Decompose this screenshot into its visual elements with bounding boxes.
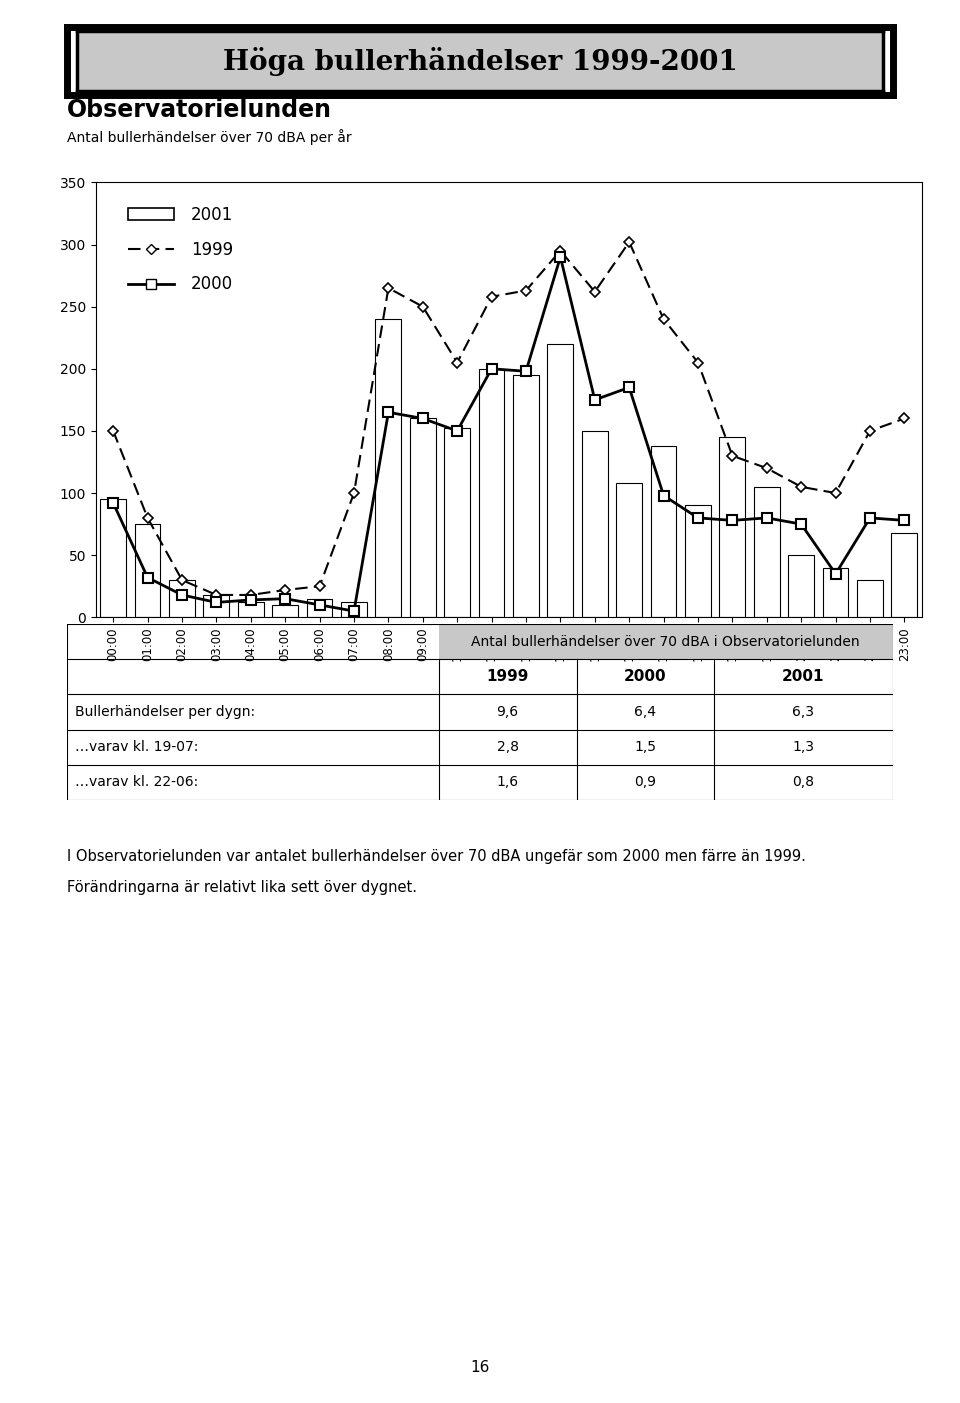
Bar xyxy=(306,599,332,617)
Bar xyxy=(582,431,608,617)
Text: …varav kl. 19-07:: …varav kl. 19-07: xyxy=(76,741,199,753)
Text: 1,6: 1,6 xyxy=(496,776,518,788)
Bar xyxy=(375,318,401,617)
Bar xyxy=(857,579,883,617)
Bar xyxy=(410,418,436,617)
Bar xyxy=(547,344,573,617)
Bar xyxy=(685,505,711,617)
Text: 0,9: 0,9 xyxy=(635,776,656,788)
Text: Höga bullerhändelser 1999-2001: Höga bullerhändelser 1999-2001 xyxy=(223,46,737,76)
Text: 6,3: 6,3 xyxy=(792,706,814,718)
Bar xyxy=(169,579,195,617)
Bar xyxy=(823,568,849,617)
Bar xyxy=(134,525,160,617)
Text: I Observatorielunden var antalet bullerhändelser över 70 dBA ungefär som 2000 me: I Observatorielunden var antalet bullerh… xyxy=(67,849,806,864)
Bar xyxy=(444,428,470,617)
Text: 1999: 1999 xyxy=(487,669,529,685)
Text: 6,4: 6,4 xyxy=(635,706,656,718)
Text: 16: 16 xyxy=(470,1361,490,1375)
Bar xyxy=(204,595,229,617)
Bar xyxy=(100,499,126,617)
Bar xyxy=(788,556,814,617)
Text: 2001: 2001 xyxy=(782,669,825,685)
Text: Antal bullerhändelser över 70 dBA i Observatorielunden: Antal bullerhändelser över 70 dBA i Obse… xyxy=(471,636,860,648)
Text: 9,6: 9,6 xyxy=(496,706,518,718)
Bar xyxy=(479,369,505,617)
Bar xyxy=(513,375,539,617)
Text: …varav kl. 22-06:: …varav kl. 22-06: xyxy=(76,776,199,788)
Bar xyxy=(754,487,780,617)
Text: Förändringarna är relativt lika sett över dygnet.: Förändringarna är relativt lika sett öve… xyxy=(67,880,418,895)
Text: 0,8: 0,8 xyxy=(792,776,814,788)
Text: Bullerhändelser per dygn:: Bullerhändelser per dygn: xyxy=(76,706,255,718)
Text: 2000: 2000 xyxy=(624,669,666,685)
Bar xyxy=(719,438,745,617)
Text: 2,8: 2,8 xyxy=(496,741,518,753)
Bar xyxy=(439,624,893,659)
Bar xyxy=(616,483,642,617)
Bar xyxy=(238,602,264,617)
Legend: 2001, 1999, 2000: 2001, 1999, 2000 xyxy=(121,199,240,300)
Text: Antal bullerhändelser över 70 dBA per år: Antal bullerhändelser över 70 dBA per år xyxy=(67,129,351,145)
Bar xyxy=(273,605,299,617)
Bar xyxy=(892,533,918,617)
Bar xyxy=(651,446,677,617)
Text: Observatorielunden: Observatorielunden xyxy=(67,98,332,122)
Text: 1,5: 1,5 xyxy=(635,741,656,753)
Bar xyxy=(341,602,367,617)
Text: 1,3: 1,3 xyxy=(792,741,814,753)
